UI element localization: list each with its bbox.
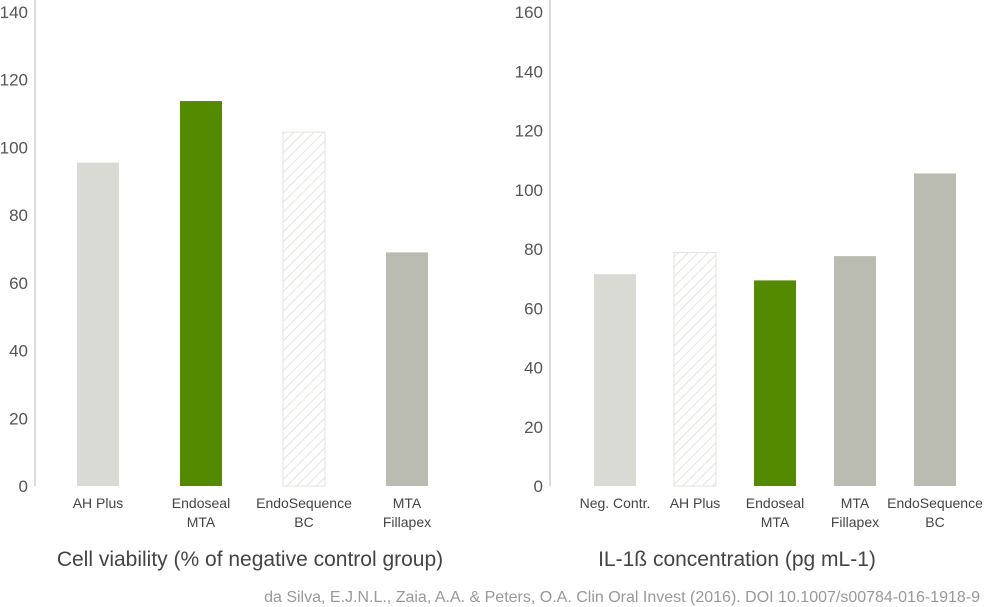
x-tick-label: Endoseal [172,495,230,511]
x-tick-label: MTA [187,514,216,530]
bar [594,274,636,486]
y-tick-label: 20 [9,409,28,428]
y-tick-label: 120 [515,122,543,141]
bar [914,173,956,487]
chart-1: 0 20 40 60 80 100 120 140 AH Plus Endoseal MTA Endo… [0,0,443,571]
y-tick-label: 160 [515,3,543,22]
y-tick-label: 60 [9,274,28,293]
x-tick-label: MTA [841,495,870,511]
citation: da Silva, E.J.N.L., Zaia, A.A. & Peters,… [264,589,980,606]
y-tick-label: 120 [0,71,28,90]
chart-2: 0 20 40 60 80 100 120 140 160 Neg. Contr. AH Plus E… [515,0,983,571]
bar [77,162,119,486]
y-tick-label: 100 [515,181,543,200]
chart-title: IL-1ß concentration (pg mL-1) [598,548,876,571]
y-tick-label: 60 [524,299,543,318]
x-tick-label: MTA [393,495,422,511]
y-tick-label: 140 [515,62,543,81]
bar [834,256,876,486]
y-tick-label: 40 [9,342,28,361]
x-tick-label: Fillapex [383,514,431,530]
y-tick-label: 40 [524,359,543,378]
bar [754,280,796,486]
bar [386,252,428,486]
y-tick-label: 0 [19,477,28,496]
y-tick-label: 80 [524,240,543,259]
x-tick-label: Neg. Contr. [580,495,651,511]
x-tick-label: BC [925,514,944,530]
x-tick-label: Fillapex [831,514,879,530]
y-tick-label: 20 [524,418,543,437]
y-tick-label: 100 [0,138,28,157]
chart-title: Cell viability (% of negative control gr… [57,548,443,571]
x-tick-label: BC [294,514,313,530]
x-tick-label: EndoSequence [887,495,983,511]
x-tick-label: MTA [761,514,790,530]
y-tick-label: 140 [0,3,28,22]
x-tick-label: Endoseal [746,495,804,511]
x-tick-label: AH Plus [670,495,721,511]
x-tick-label: AH Plus [73,495,124,511]
y-tick-label: 0 [534,477,543,496]
x-tick-label: EndoSequence [256,495,352,511]
y-tick-label: 80 [9,206,28,225]
bar [673,252,717,487]
bar [180,101,222,487]
bar [282,131,326,487]
